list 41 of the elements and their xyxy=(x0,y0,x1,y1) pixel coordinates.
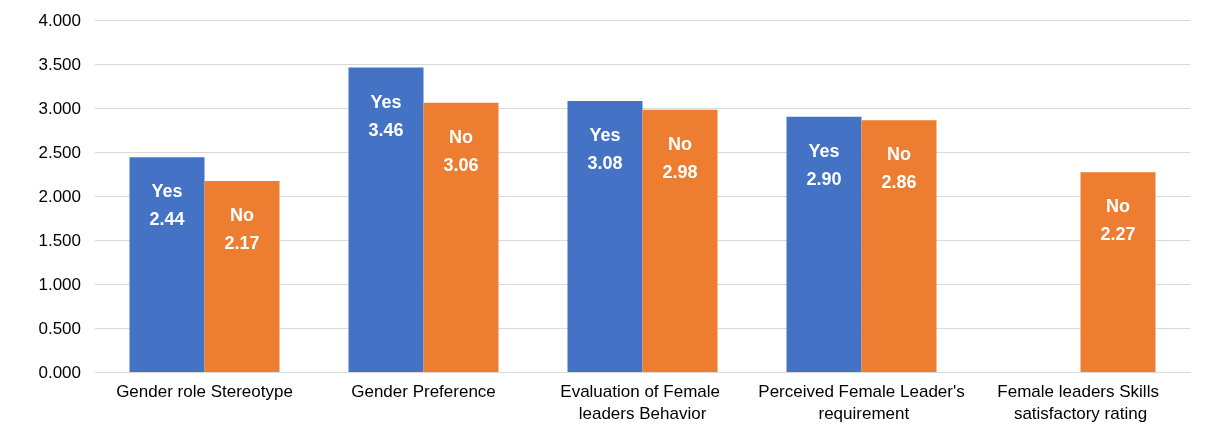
data-label: 3.06 xyxy=(443,154,479,175)
x-tick-label: Gender Preference xyxy=(351,381,496,401)
y-tick-label: 0.500 xyxy=(38,318,81,338)
series-label: Yes xyxy=(151,181,183,202)
y-tick-label: 3.500 xyxy=(38,54,81,74)
x-tick-label: Evaluation of Female leaders Behavior xyxy=(560,381,725,423)
data-label: 2.86 xyxy=(881,172,917,193)
bar xyxy=(642,109,718,372)
y-tick-label: 1.000 xyxy=(38,274,81,294)
text: No xyxy=(449,126,473,147)
bar xyxy=(861,120,937,372)
y-tick-label: 2.500 xyxy=(38,142,81,162)
data-label: 2.90 xyxy=(806,168,842,189)
bar xyxy=(129,157,205,372)
x-tick-label: Perceived Female Leader's requirement xyxy=(758,381,965,423)
bar xyxy=(204,181,280,372)
bar xyxy=(1080,172,1156,372)
bar xyxy=(348,67,424,372)
text: No xyxy=(230,205,254,226)
text: Yes xyxy=(808,140,840,161)
data-label: 3.46 xyxy=(368,119,404,140)
bar xyxy=(567,100,643,372)
x-tick-label: Gender role Stereotype xyxy=(116,381,293,401)
text: No xyxy=(887,144,911,165)
data-label: 2.98 xyxy=(662,161,698,182)
x-tick-label: Female leaders Skills satisfactory rating xyxy=(997,381,1164,423)
series-label: No xyxy=(668,133,692,154)
data-label: 2.27 xyxy=(1100,224,1136,245)
data-label: 3.08 xyxy=(587,152,623,173)
data-label: 2.44 xyxy=(149,209,185,230)
y-tick-label: 4.000 xyxy=(38,10,81,30)
y-tick-label: 0.000 xyxy=(38,362,81,382)
text: Yes xyxy=(589,124,621,145)
bar xyxy=(786,116,862,372)
text: No xyxy=(1106,196,1130,217)
y-tick-label: 1.500 xyxy=(38,230,81,250)
y-tick-label: 2.000 xyxy=(38,186,81,206)
text: Yes xyxy=(370,91,402,112)
data-label: 2.17 xyxy=(224,233,260,254)
bar xyxy=(423,102,499,372)
y-tick-label: 3.000 xyxy=(38,98,81,118)
